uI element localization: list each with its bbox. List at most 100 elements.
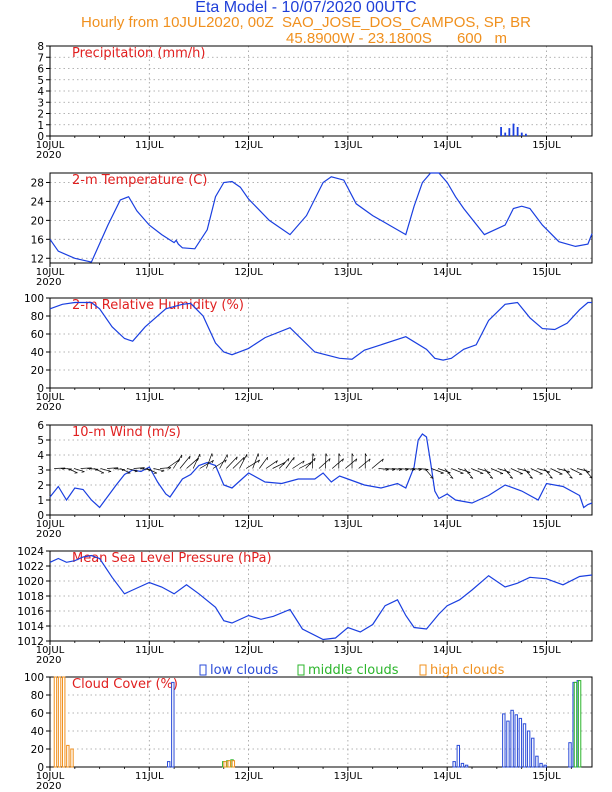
legend-swatch xyxy=(297,664,305,676)
wind-arrow xyxy=(265,460,278,469)
wind-arrow-head xyxy=(509,476,513,479)
wind-arrow xyxy=(563,468,573,479)
wind-arrow xyxy=(166,458,180,469)
y-tick-label: 1 xyxy=(37,120,44,132)
x-tick-label: 12JUL xyxy=(234,519,263,530)
wind-arrow-head xyxy=(405,469,409,471)
x-tick-label: 13JUL xyxy=(334,645,363,656)
x-tick-label: 13JUL xyxy=(334,140,363,151)
panel-5: 1012 1014 1016 1018 1020 1022 1024 10JUL 11JUL 12… xyxy=(17,546,593,666)
wind-arrow xyxy=(391,468,402,470)
cloud-bar xyxy=(502,713,506,768)
cloud-bar xyxy=(66,744,70,768)
x-tick-label: 12JUL xyxy=(234,140,263,151)
cloud-bar xyxy=(460,762,465,768)
wind-arrow-head xyxy=(338,453,341,457)
y-tick-label: 0 xyxy=(37,762,44,774)
wind-arrow-head xyxy=(197,457,199,461)
wind-arrow xyxy=(385,468,396,470)
x-tick-label: 11JUL xyxy=(135,645,164,656)
wind-arrow xyxy=(107,467,119,469)
x-tick-label: 14JUL xyxy=(433,140,462,151)
y-tick-label: 100 xyxy=(24,672,44,684)
wind-arrow-head xyxy=(470,477,474,479)
wind-arrow-head xyxy=(569,476,573,479)
x-year-label: 2020 xyxy=(36,402,61,413)
panel-title: 2-m Relative Humidity (%) xyxy=(72,298,244,313)
wind-arrow xyxy=(100,468,112,472)
wind-arrow xyxy=(577,468,590,473)
y-tick-label: 60 xyxy=(31,708,44,720)
wind-arrow xyxy=(543,468,553,479)
wind-arrow xyxy=(278,458,290,469)
wind-arrow xyxy=(93,468,105,474)
wind-arrow-head xyxy=(189,456,191,460)
plot-frame xyxy=(49,424,593,516)
wind-arrow-head xyxy=(302,460,305,464)
wind-arrows xyxy=(54,453,593,479)
wind-arrow xyxy=(570,468,583,475)
cloud-bar xyxy=(522,723,527,768)
x-tick-label: 14JUL xyxy=(433,392,462,403)
wind-arrow xyxy=(225,456,238,469)
x-tick-label: 15JUL xyxy=(532,771,561,782)
panel-title: 10-m Wind (m/s) xyxy=(72,425,181,440)
wind-arrow xyxy=(305,457,316,469)
y-tick-label: 0 xyxy=(37,131,44,143)
wind-arrow xyxy=(192,453,201,469)
y-tick-label: 2 xyxy=(37,480,44,492)
precip-bar xyxy=(508,128,511,136)
y-tick-label: 20 xyxy=(31,215,44,227)
wind-arrow-head xyxy=(418,469,422,471)
wind-arrow xyxy=(418,468,429,470)
wind-arrow-head xyxy=(325,453,328,457)
wind-arrow xyxy=(490,468,504,474)
x-tick-label: 10JUL xyxy=(36,645,65,656)
wind-arrow xyxy=(285,457,295,469)
wind-arrow-head xyxy=(275,460,278,464)
cloud-bar xyxy=(535,755,539,768)
x-tick-label: 10JUL xyxy=(36,771,65,782)
cloud-bar xyxy=(57,676,62,768)
x-tick-label: 11JUL xyxy=(135,771,164,782)
cloud-bar xyxy=(539,762,543,768)
x-year-label: 2020 xyxy=(36,529,61,540)
x-tick-label: 14JUL xyxy=(433,519,462,530)
wind-arrow-head xyxy=(529,476,533,479)
wind-arrow-head xyxy=(161,470,165,472)
wind-arrow xyxy=(239,454,248,469)
wind-arrow xyxy=(199,460,214,469)
x-tick-label: 14JUL xyxy=(433,645,462,656)
wind-arrow xyxy=(245,459,260,469)
wind-arrow xyxy=(331,458,344,469)
x-tick-label: 12JUL xyxy=(234,771,263,782)
plot-frame xyxy=(49,550,593,642)
wind-arrow-head xyxy=(589,476,593,479)
wind-arrow xyxy=(298,461,312,469)
wind-arrow xyxy=(179,455,191,469)
wind-arrow xyxy=(398,468,409,470)
wind-arrow xyxy=(252,453,259,469)
series-line xyxy=(49,433,593,509)
x-tick-label: 15JUL xyxy=(532,392,561,403)
wind-arrow xyxy=(318,458,331,469)
plot-frame xyxy=(49,297,593,389)
panel-4: 0 1 2 3 4 5 6 10JUL 11JUL 12JUL 13JUL 14JUL 15JUL 202… xyxy=(36,420,593,540)
wind-arrow xyxy=(471,468,484,474)
y-tick-label: 16 xyxy=(31,234,45,246)
legend-label: low clouds xyxy=(210,663,279,678)
x-year-label: 2020 xyxy=(36,150,61,161)
x-tick-label: 12JUL xyxy=(234,267,263,278)
series-line xyxy=(49,301,592,361)
y-tick-label: 5 xyxy=(37,435,44,447)
wind-arrow-head xyxy=(178,459,181,463)
wind-arrow xyxy=(87,468,99,470)
panel-title: Cloud Cover (%) xyxy=(72,677,178,692)
wind-arrow xyxy=(126,468,138,472)
y-tick-label: 0 xyxy=(37,383,44,395)
cloud-bar xyxy=(452,761,456,768)
wind-arrow-head xyxy=(398,469,402,471)
wind-arrow xyxy=(424,468,434,479)
y-tick-label: 80 xyxy=(31,311,44,323)
